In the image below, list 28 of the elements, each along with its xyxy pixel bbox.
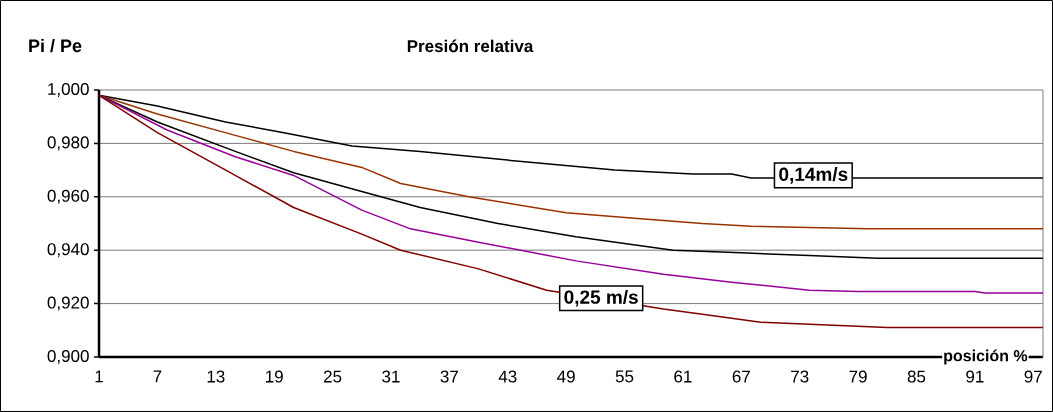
x-tick-label: 19 — [266, 370, 283, 383]
x-tick-label: 67 — [732, 370, 750, 383]
y-tick-label: 0,900 — [47, 349, 89, 365]
y-tick-label: 0,960 — [47, 189, 89, 204]
x-tick-label: 55 — [615, 370, 634, 383]
x-tick-label: 13 — [207, 370, 225, 383]
x-tick-label: 7 — [153, 370, 162, 383]
x-tick-label: 73 — [791, 370, 809, 383]
annotation: 0,14m/s — [779, 167, 848, 184]
x-tick-label: 31 — [382, 370, 400, 383]
x-tick-label: 91 — [966, 370, 984, 383]
x-tick-label: 37 — [440, 370, 458, 383]
y-tick-label: 0,920 — [47, 296, 89, 311]
y-tick-label: 0,980 — [47, 136, 89, 151]
y-axis-title: Pi / Pe — [29, 38, 82, 53]
chart-title: Presión relativa — [407, 39, 534, 53]
x-tick-label: 97 — [1024, 370, 1042, 383]
x-tick-label: 49 — [557, 370, 575, 383]
annotation: 0,25 m/s — [564, 289, 638, 307]
x-tick-label: 79 — [849, 370, 867, 383]
y-tick-label: 1,000 — [48, 82, 89, 98]
x-tick-label: 61 — [674, 370, 692, 383]
y-tick-label: 0,940 — [47, 243, 89, 258]
x-tick-label: 43 — [498, 370, 517, 383]
x-tick-label: 85 — [907, 370, 926, 383]
x-tick-label: 1 — [95, 370, 103, 383]
x-tick-label: 25 — [323, 370, 342, 383]
x-axis-title: posición % — [944, 349, 1028, 365]
